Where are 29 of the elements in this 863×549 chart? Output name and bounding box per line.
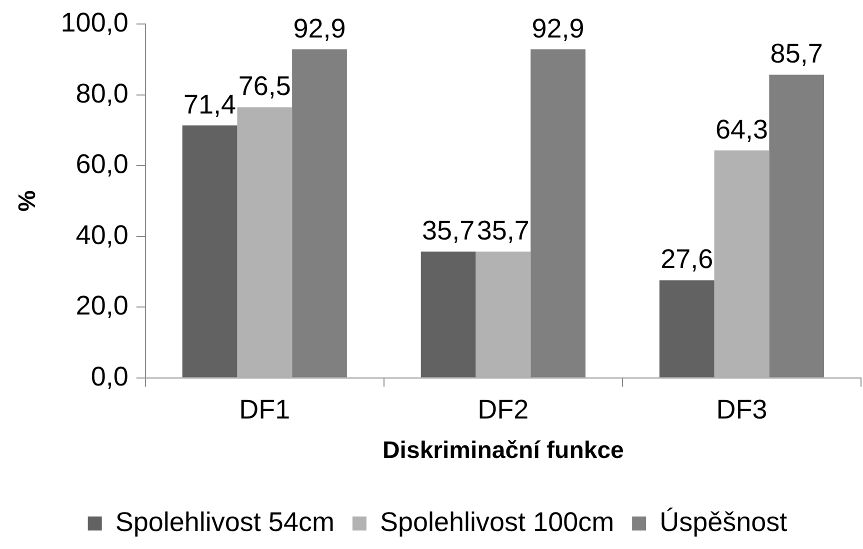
- data-label: 92,9: [293, 13, 346, 44]
- bar: [420, 252, 476, 378]
- data-label: 27,6: [660, 244, 714, 274]
- legend-label: Úspěšnost: [660, 506, 788, 537]
- x-tick-label: DF1: [239, 394, 290, 424]
- data-label: 76,5: [238, 71, 291, 102]
- bar: [476, 252, 531, 378]
- data-label: 92,9: [532, 13, 584, 44]
- data-label: 71,4: [183, 89, 236, 120]
- data-label: 35,7: [476, 216, 530, 246]
- data-label: 85,7: [770, 38, 823, 69]
- y-axis-title: %: [14, 190, 42, 212]
- y-tick-label: 40,0: [76, 220, 128, 250]
- x-tick-label: DF3: [716, 394, 768, 424]
- y-tick-label: 60,0: [76, 149, 128, 180]
- bar: [237, 107, 292, 378]
- x-tick-label: DF2: [478, 394, 529, 424]
- y-tick-label: 0,0: [90, 361, 128, 392]
- legend-label: Spolehlivost 100cm: [380, 506, 614, 537]
- data-label: 64,3: [715, 114, 768, 144]
- bar: [659, 280, 714, 378]
- y-tick-label: 100,0: [60, 8, 128, 38]
- y-tick-label: 80,0: [76, 78, 128, 108]
- data-label: 35,7: [422, 216, 475, 246]
- bar: [714, 150, 770, 378]
- x-axis-title: Diskriminační funkce: [382, 437, 624, 464]
- y-tick-label: 20,0: [76, 290, 128, 321]
- legend-label: Spolehlivost 54cm: [115, 506, 334, 537]
- bar: [182, 125, 238, 378]
